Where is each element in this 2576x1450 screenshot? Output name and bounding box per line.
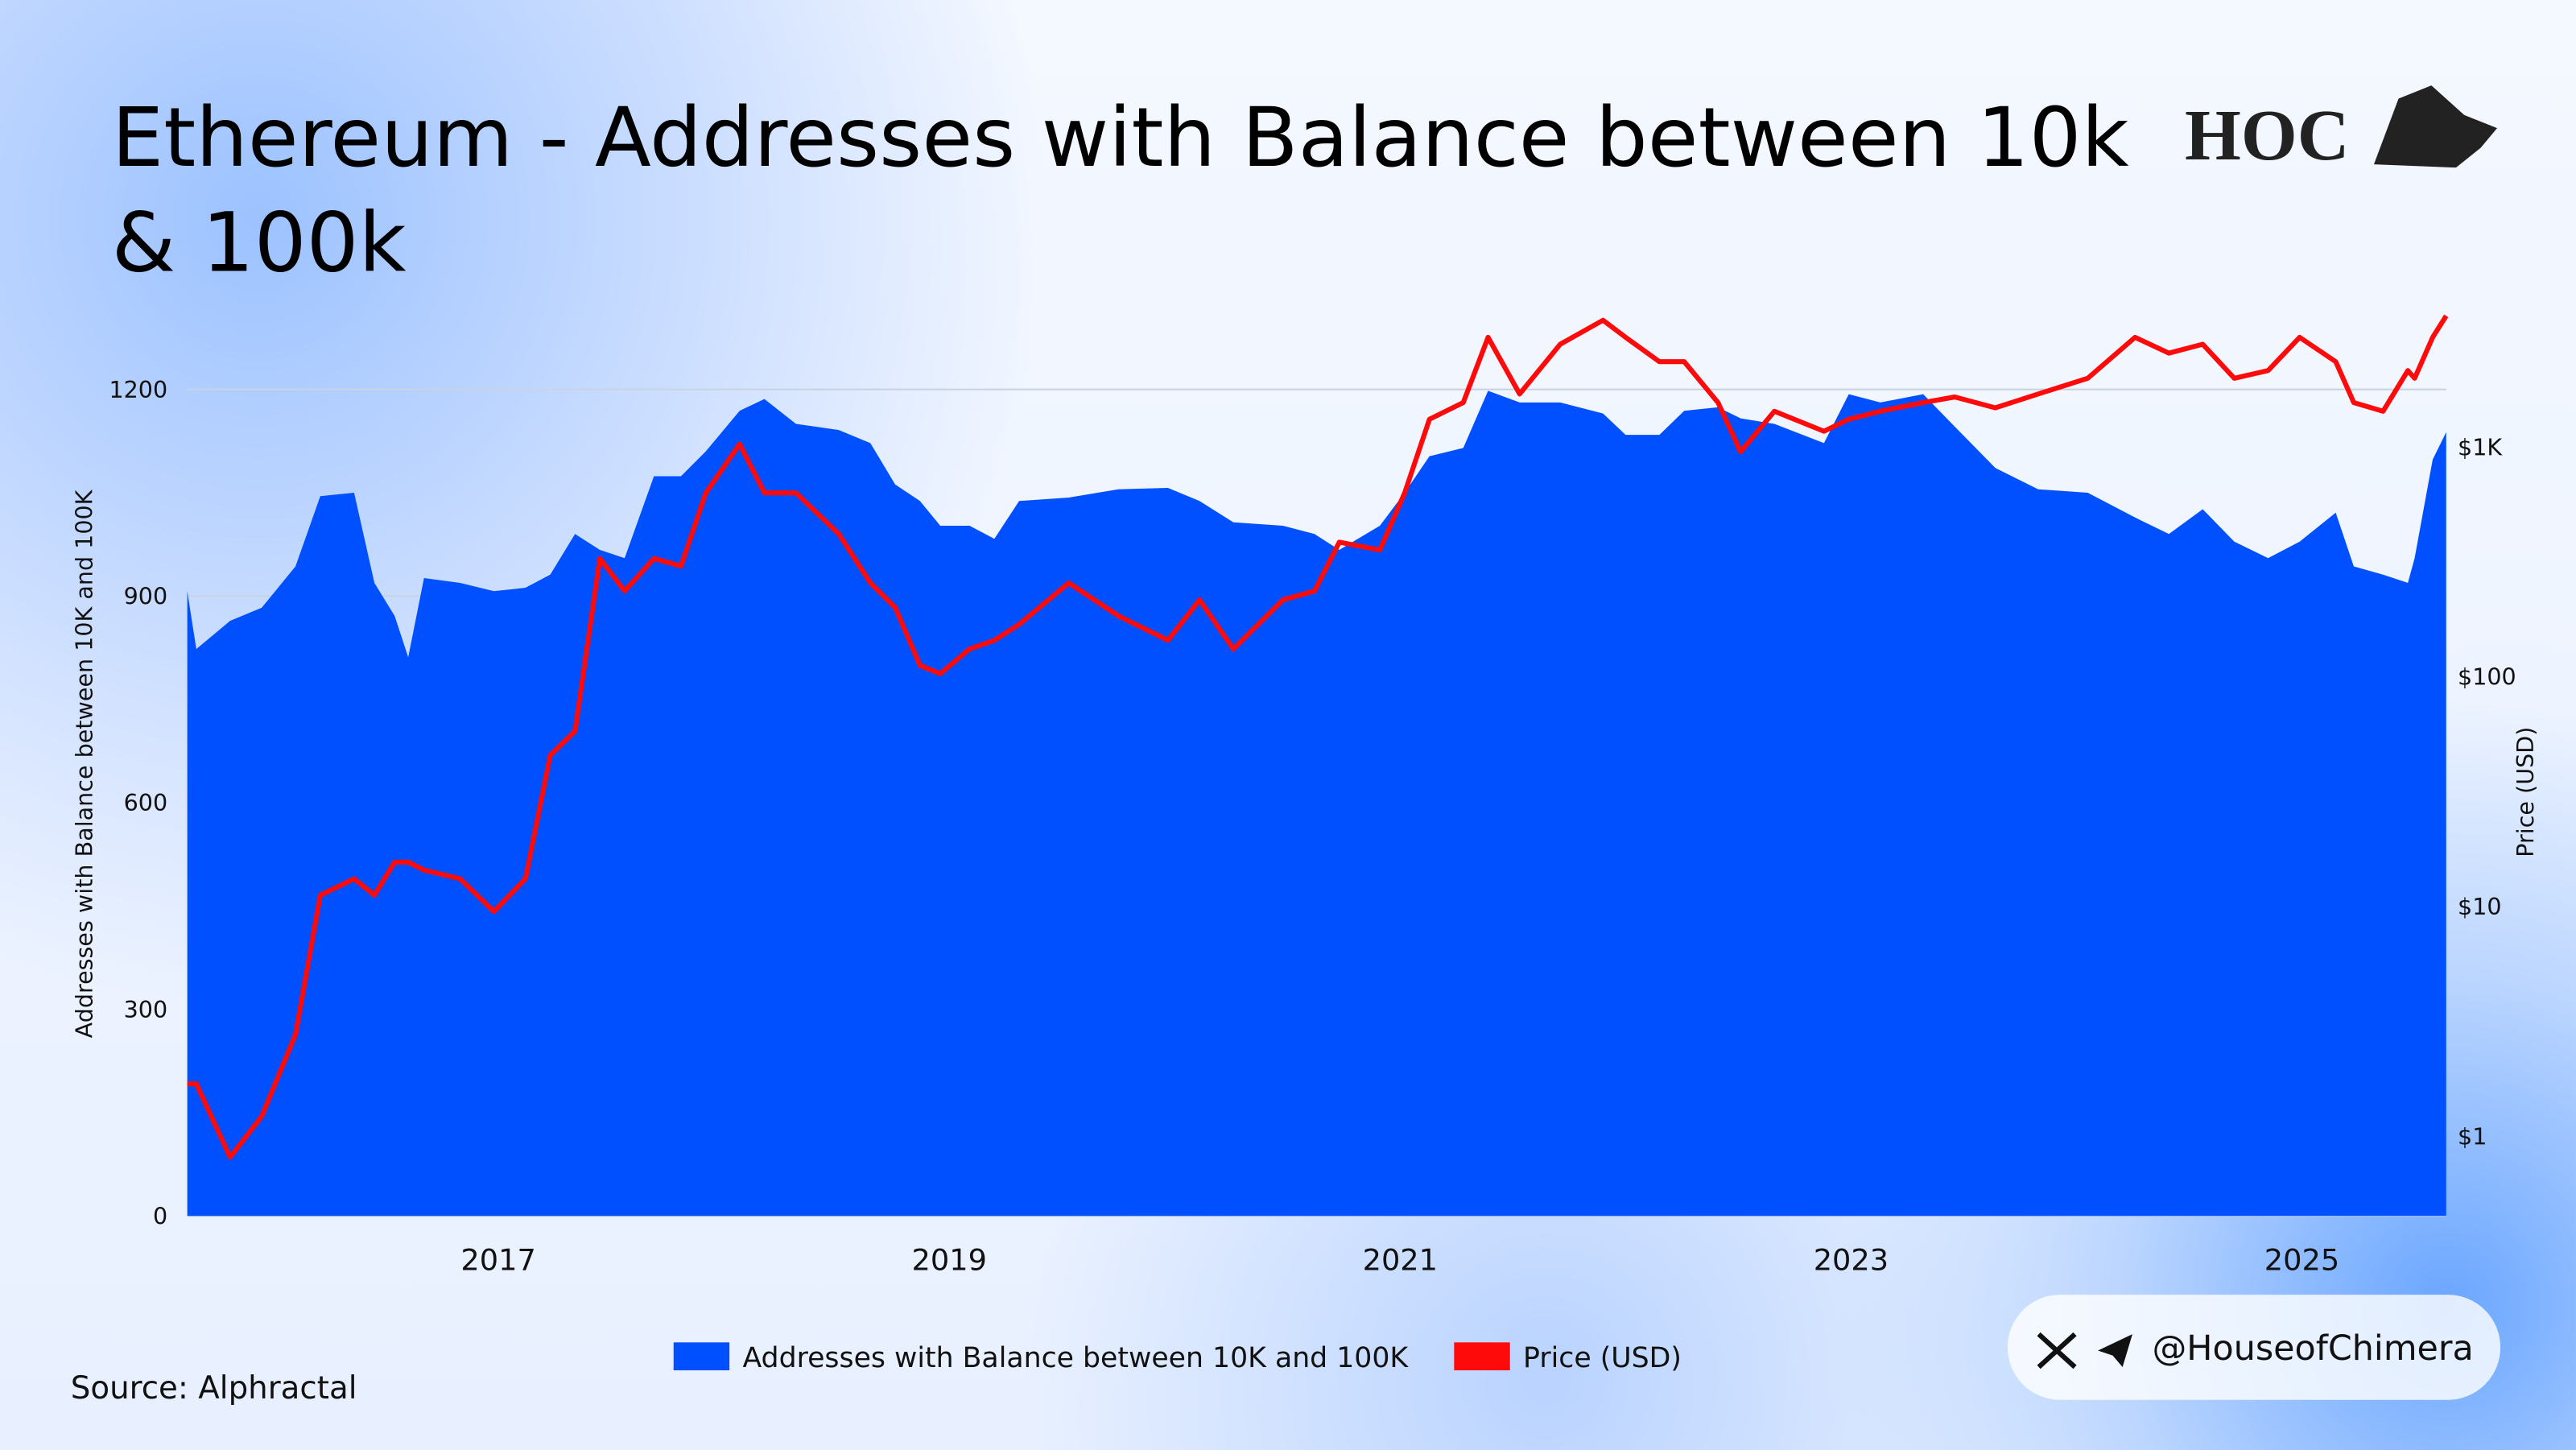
y2-tick-label: $10	[2458, 893, 2502, 920]
handle: @HouseofChimera	[2152, 1328, 2473, 1369]
x-tick-label: 2017	[460, 1243, 535, 1278]
y-tick-label: 600	[124, 789, 168, 816]
y2-tick-label: $100	[2458, 663, 2516, 691]
source: Source: Alphractal	[71, 1370, 357, 1407]
y-tick-label: 900	[124, 583, 168, 610]
y2-tick-label: $1	[2458, 1122, 2487, 1150]
y-tick-label: 0	[153, 1202, 167, 1229]
area	[187, 390, 2446, 1217]
y-tick-label: 1200	[109, 376, 167, 403]
handle-pill	[2007, 1295, 2501, 1400]
telegram-icon	[2098, 1334, 2132, 1367]
y2-axis-label: Price (USD)	[2512, 727, 2539, 857]
line	[187, 314, 2449, 1160]
y-tick-label: 300	[124, 996, 168, 1023]
logo-icon	[2373, 85, 2498, 168]
legend-label: Price (USD)	[1523, 1342, 1682, 1374]
x-tick-label: 2019	[911, 1243, 986, 1278]
legend-swatch	[1454, 1342, 1510, 1371]
chart-title: Ethereum - Addresses with Balance betwee…	[111, 90, 2129, 291]
x-tick-label: 2023	[1814, 1243, 1889, 1278]
legend-swatch	[673, 1342, 730, 1371]
x-tick-label: 2021	[1363, 1243, 1438, 1278]
x-icon	[2037, 1332, 2077, 1369]
y-axis-label: Addresses with Balance between 10K and 1…	[70, 489, 97, 1038]
x-tick-label: 2025	[2264, 1243, 2339, 1278]
logo: HOC	[2185, 96, 2350, 176]
y2-tick-label: $1K	[2458, 433, 2503, 461]
legend-label: Addresses with Balance between 10K and 1…	[742, 1342, 1409, 1374]
